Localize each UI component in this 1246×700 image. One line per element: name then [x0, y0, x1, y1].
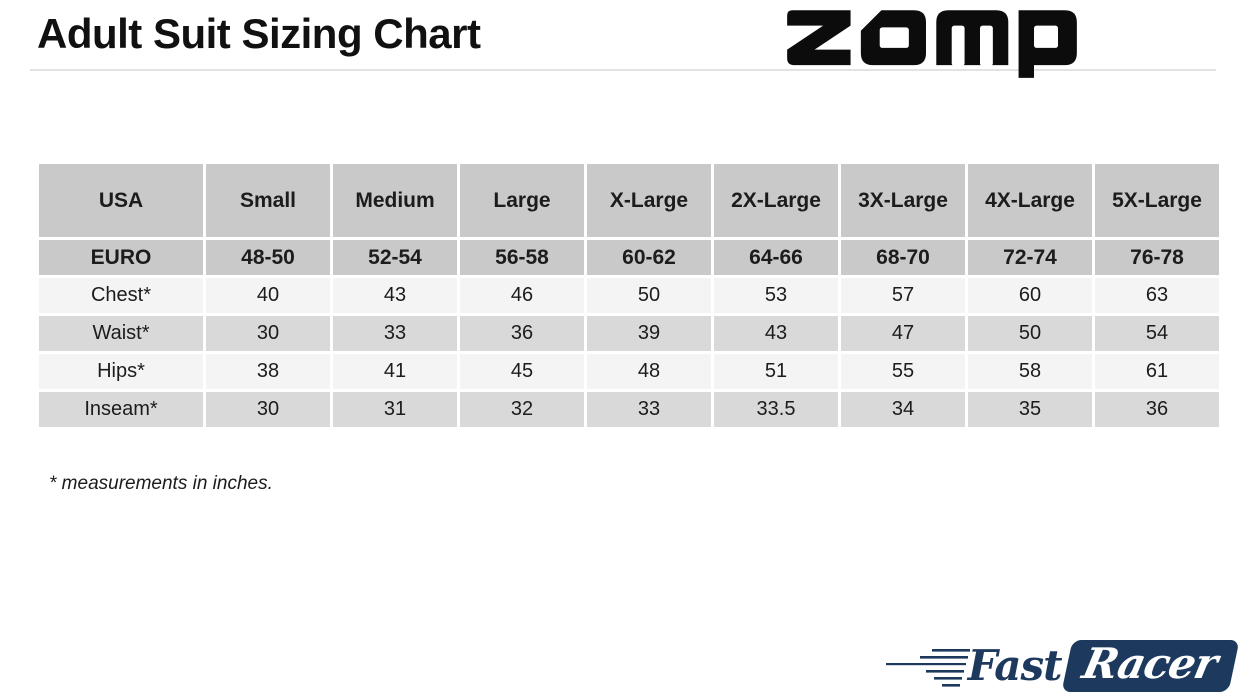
table-cell: 43 [330, 275, 460, 316]
table-cell: 64-66 [711, 237, 841, 278]
speed-lines-icon [885, 649, 970, 687]
row-label: Chest* [36, 275, 206, 316]
row-label: Waist* [36, 313, 206, 354]
measurements-footnote: * measurements in inches. [49, 473, 273, 494]
sizing-table: USA Small Medium Large X-Large 2X-Large … [36, 161, 1222, 430]
table-cell: 33 [584, 389, 714, 430]
table-cell: 31 [330, 389, 460, 430]
table-row-euro: EURO 48-50 52-54 56-58 60-62 64-66 68-70… [36, 237, 1222, 278]
table-cell: 61 [1092, 351, 1222, 392]
racer-logo-badge: Racer [1061, 639, 1240, 692]
table-cell: 38 [203, 351, 333, 392]
title-divider [30, 69, 1216, 71]
table-cell: 50 [965, 313, 1095, 354]
table-body: EURO 48-50 52-54 56-58 60-62 64-66 68-70… [36, 237, 1222, 430]
row-label: Inseam* [36, 389, 206, 430]
fastracer-logo: Fast Racer [885, 638, 1240, 694]
column-header-2xlarge: 2X-Large [711, 161, 841, 240]
table-row-waist: Waist* 30 33 36 39 43 47 50 54 [36, 313, 1222, 354]
table-cell: 48 [584, 351, 714, 392]
table-cell: 52-54 [330, 237, 460, 278]
table-cell: 50 [584, 275, 714, 316]
table-cell: 32 [457, 389, 587, 430]
table-cell: 63 [1092, 275, 1222, 316]
column-header-large: Large [457, 161, 587, 240]
table-cell: 76-78 [1092, 237, 1222, 278]
table-cell: 60 [965, 275, 1095, 316]
table-row-chest: Chest* 40 43 46 50 53 57 60 63 [36, 275, 1222, 316]
table-cell: 36 [1092, 389, 1222, 430]
table-cell: 55 [838, 351, 968, 392]
table-cell: 47 [838, 313, 968, 354]
table-cell: 60-62 [584, 237, 714, 278]
table-cell: 36 [457, 313, 587, 354]
sizing-table-container: USA Small Medium Large X-Large 2X-Large … [36, 161, 1222, 430]
table-cell: 33 [330, 313, 460, 354]
racer-logo-text: Racer [1078, 639, 1222, 688]
row-label: Hips* [36, 351, 206, 392]
table-cell: 53 [711, 275, 841, 316]
column-header-xlarge: X-Large [584, 161, 714, 240]
table-row-hips: Hips* 38 41 45 48 51 55 58 61 [36, 351, 1222, 392]
header-row: USA Small Medium Large X-Large 2X-Large … [36, 161, 1222, 240]
column-header-small: Small [203, 161, 333, 240]
table-cell: 72-74 [965, 237, 1095, 278]
table-cell: 56-58 [457, 237, 587, 278]
table-cell: 48-50 [203, 237, 333, 278]
fast-logo-text: Fast [967, 641, 1063, 690]
column-header-medium: Medium [330, 161, 460, 240]
table-cell: 41 [330, 351, 460, 392]
table-cell: 39 [584, 313, 714, 354]
column-header-usa: USA [36, 161, 206, 240]
table-cell: 43 [711, 313, 841, 354]
table-cell: 51 [711, 351, 841, 392]
table-row-inseam: Inseam* 30 31 32 33 33.5 34 35 36 [36, 389, 1222, 430]
table-cell: 46 [457, 275, 587, 316]
column-header-3xlarge: 3X-Large [838, 161, 968, 240]
table-cell: 34 [838, 389, 968, 430]
zamp-logo-icon [787, 10, 1077, 78]
table-cell: 35 [965, 389, 1095, 430]
table-cell: 30 [203, 313, 333, 354]
table-cell: 33.5 [711, 389, 841, 430]
column-header-5xlarge: 5X-Large [1092, 161, 1222, 240]
table-cell: 68-70 [838, 237, 968, 278]
table-cell: 45 [457, 351, 587, 392]
table-header: USA Small Medium Large X-Large 2X-Large … [36, 161, 1222, 240]
page-title: Adult Suit Sizing Chart [37, 10, 481, 57]
column-header-4xlarge: 4X-Large [965, 161, 1095, 240]
table-cell: 40 [203, 275, 333, 316]
table-cell: 54 [1092, 313, 1222, 354]
row-label: EURO [36, 237, 206, 278]
table-cell: 58 [965, 351, 1095, 392]
table-cell: 30 [203, 389, 333, 430]
table-cell: 57 [838, 275, 968, 316]
